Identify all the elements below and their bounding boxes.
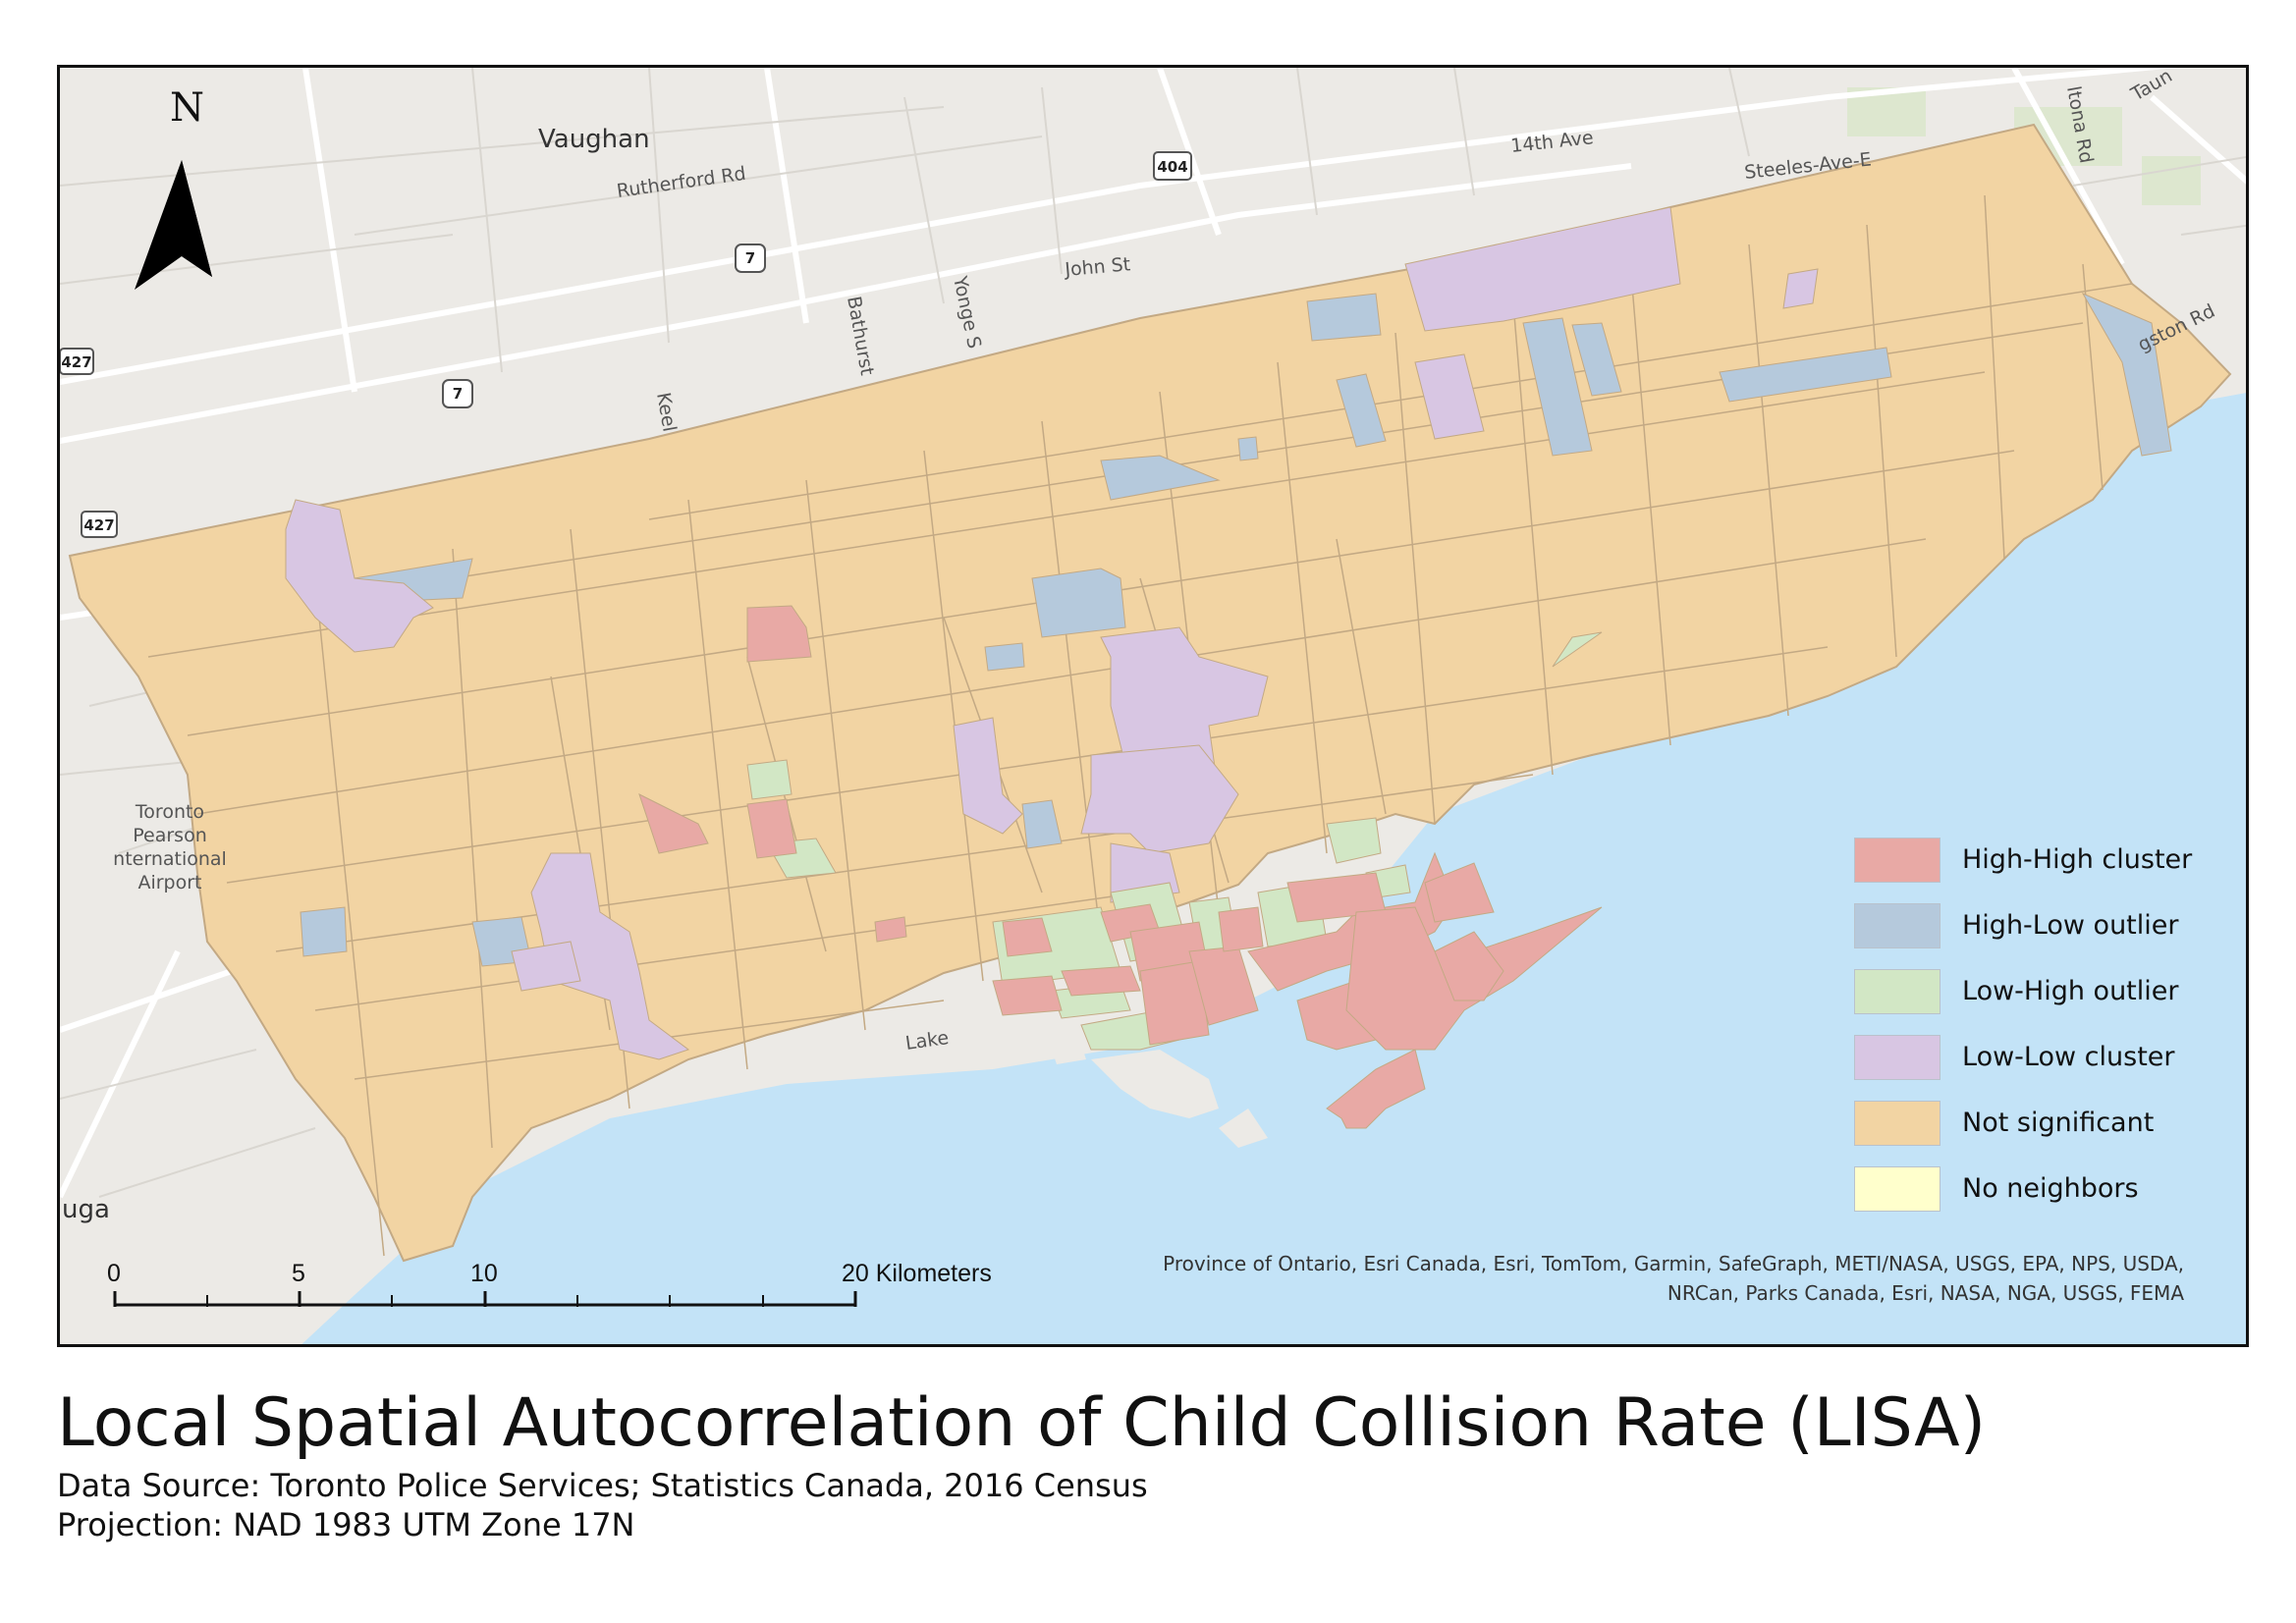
legend-item-no-neighbors: No neighbors	[1854, 1156, 2192, 1221]
svg-text:427: 427	[83, 516, 114, 534]
scale-tick-10: 10	[470, 1260, 498, 1287]
highway-shield-7-east: 7	[735, 243, 766, 273]
svg-text:7: 7	[745, 249, 755, 267]
legend-label: Low-Low cluster	[1962, 1042, 2175, 1072]
legend-item-not-significant: Not significant	[1854, 1090, 2192, 1156]
legend-label: Not significant	[1962, 1108, 2155, 1138]
highway-shield-427-north: 427	[60, 348, 94, 375]
toronto-islands	[1219, 1109, 1268, 1148]
highway-shield-427-south: 427	[81, 511, 118, 538]
airport-label-line-1: Toronto	[135, 801, 204, 823]
road-label-14th-ave: 14th Ave	[1509, 127, 1594, 157]
legend-swatch	[1854, 968, 1941, 1014]
road-label-keele: Keel	[652, 391, 681, 433]
legend-item-low-high: Low-High outlier	[1854, 958, 2192, 1024]
legend-item-low-low: Low-Low cluster	[1854, 1024, 2192, 1090]
svg-text:427: 427	[61, 353, 91, 371]
map-frame[interactable]: N Vaughan Rutherford Rd 14th Ave Steeles…	[57, 65, 2249, 1347]
legend-swatch	[1854, 1100, 1941, 1146]
place-label-vaughan: Vaughan	[538, 125, 650, 154]
ontario-place	[1052, 1045, 1086, 1064]
high-low-outlier-tracts[interactable]	[300, 292, 2172, 967]
north-arrow: N	[135, 85, 212, 290]
north-arrow-label: N	[170, 85, 204, 131]
legend-swatch	[1854, 902, 1941, 948]
legend-swatch	[1854, 1165, 1941, 1212]
legend-swatch	[1854, 1034, 1941, 1080]
lake-label: Lake	[904, 1027, 951, 1055]
highway-shield-7-west: 7	[442, 379, 473, 408]
road-label-john-st: John St	[1064, 253, 1132, 281]
legend-label: Low-High outlier	[1962, 976, 2179, 1006]
park-area	[2142, 156, 2201, 205]
svg-text:404: 404	[1157, 158, 1187, 176]
high-high-cluster-tracts[interactable]	[638, 605, 1603, 1129]
map-title: Local Spatial Autocorrelation of Child C…	[57, 1384, 1987, 1462]
attribution-line-1: Province of Ontario, Esri Canada, Esri, …	[1163, 1252, 2184, 1275]
scale-bar: 0 5 10 20 Kilometers	[107, 1260, 992, 1307]
scale-tick-5: 5	[292, 1260, 305, 1287]
legend: High-High cluster High-Low outlier Low-H…	[1854, 827, 2192, 1221]
data-source: Data Source: Toronto Police Services; St…	[57, 1467, 1148, 1504]
svg-text:7: 7	[453, 385, 463, 403]
scale-tick-0: 0	[107, 1260, 121, 1287]
airport-label-line-3: nternational	[113, 848, 227, 870]
map-canvas[interactable]: N Vaughan Rutherford Rd 14th Ave Steeles…	[60, 68, 2249, 1347]
lake-ontario	[301, 393, 2246, 1344]
attribution: Province of Ontario, Esri Canada, Esri, …	[1163, 1252, 2184, 1305]
low-low-cluster-tracts[interactable]	[285, 206, 1819, 1060]
place-label-mississauga: uga	[62, 1195, 110, 1224]
road-label-yonge: Yonge S	[949, 273, 985, 351]
legend-swatch	[1854, 837, 1941, 883]
legend-item-high-high: High-High cluster	[1854, 827, 2192, 893]
basemap-roads	[60, 68, 2246, 1199]
scale-tick-20: 20 Kilometers	[842, 1260, 992, 1287]
legend-label: High-High cluster	[1962, 844, 2193, 875]
road-label-rutherford: Rutherford Rd	[616, 163, 747, 202]
airport-label-line-4: Airport	[137, 872, 201, 893]
legend-item-high-low: High-Low outlier	[1854, 893, 2192, 958]
legend-label: No neighbors	[1962, 1173, 2139, 1204]
highway-shield-404: 404	[1153, 151, 1192, 181]
legend-label: High-Low outlier	[1962, 910, 2179, 941]
projection: Projection: NAD 1983 UTM Zone 17N	[57, 1506, 635, 1543]
road-label-bathurst: Bathurst	[843, 295, 878, 377]
attribution-line-2: NRCan, Parks Canada, Esri, NASA, NGA, US…	[1667, 1281, 2184, 1305]
toronto-islands	[1091, 1050, 1219, 1118]
airport-label-line-2: Pearson	[133, 825, 207, 846]
